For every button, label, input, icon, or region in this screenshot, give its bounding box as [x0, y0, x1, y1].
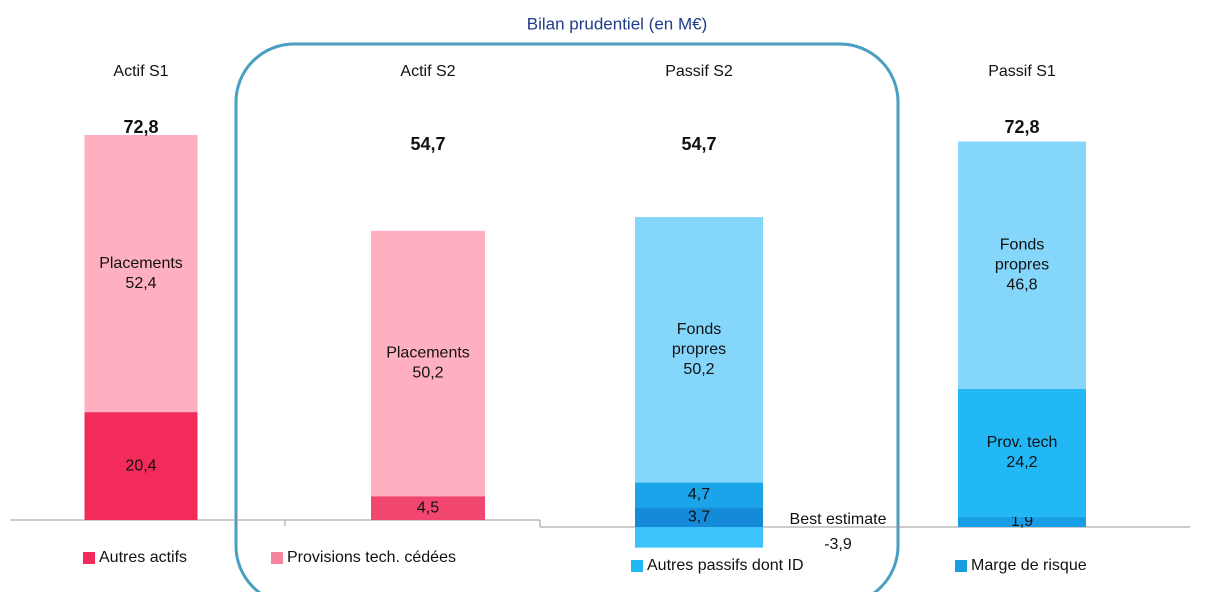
segment-label: 4,7	[688, 486, 710, 503]
segment-label: 4,5	[417, 499, 439, 516]
segment-label: 50,2	[683, 361, 714, 378]
frame	[234, 42, 900, 592]
legend-label: Autres passifs dont ID	[647, 557, 804, 574]
category-label: Passif S1	[988, 63, 1056, 80]
bar-segment	[958, 388, 1086, 517]
segment-label: propres	[672, 341, 726, 358]
bar-segment	[371, 230, 485, 497]
segment-label: 52,4	[125, 275, 156, 292]
segment-label: 1,9	[1011, 513, 1033, 530]
segment-label: Placements	[386, 345, 470, 362]
legend-swatch	[631, 560, 643, 572]
total-label: 54,7	[410, 134, 445, 154]
category-label: Passif S2	[665, 63, 733, 80]
segment-label: 3,7	[688, 508, 710, 525]
segment-label: propres	[995, 256, 1049, 273]
segment-label: Fonds	[1000, 236, 1044, 253]
bar-segment	[635, 507, 763, 527]
category-label: Actif S2	[400, 63, 455, 80]
segment-label: -3,9	[824, 536, 852, 553]
total-label: 54,7	[681, 134, 716, 154]
segment-label: 46,8	[1006, 276, 1037, 293]
chart-title: Bilan prudentiel (en M€)	[527, 14, 707, 33]
total-label: 72,8	[123, 117, 158, 137]
segment-label: 24,2	[1006, 454, 1037, 471]
bar-segment	[635, 482, 763, 508]
legend-label: Marge de risque	[971, 557, 1087, 574]
legend-label: Autres actifs	[99, 549, 187, 566]
legend-swatch	[83, 552, 95, 564]
bar-segment	[635, 527, 763, 548]
bar-segment	[958, 516, 1086, 527]
bar-segment	[84, 135, 198, 413]
total-label: 72,8	[1004, 117, 1039, 137]
segment-label: Fonds	[677, 321, 721, 338]
legend-swatch	[955, 560, 967, 572]
category-label: Actif S1	[113, 63, 168, 80]
segment-label: Prov. tech	[987, 434, 1058, 451]
segment-label: 50,2	[412, 365, 443, 382]
legend-label: Provisions tech. cédées	[287, 549, 456, 566]
legend-swatch	[271, 552, 283, 564]
bar-segment	[84, 412, 198, 520]
bar-segment	[371, 496, 485, 520]
bar-segment	[958, 141, 1086, 389]
segment-label: Placements	[99, 255, 183, 272]
bar-segment	[635, 217, 763, 483]
segment-label: Best estimate	[790, 511, 887, 528]
segment-label: 20,4	[125, 457, 156, 474]
title-bg	[475, 10, 760, 40]
